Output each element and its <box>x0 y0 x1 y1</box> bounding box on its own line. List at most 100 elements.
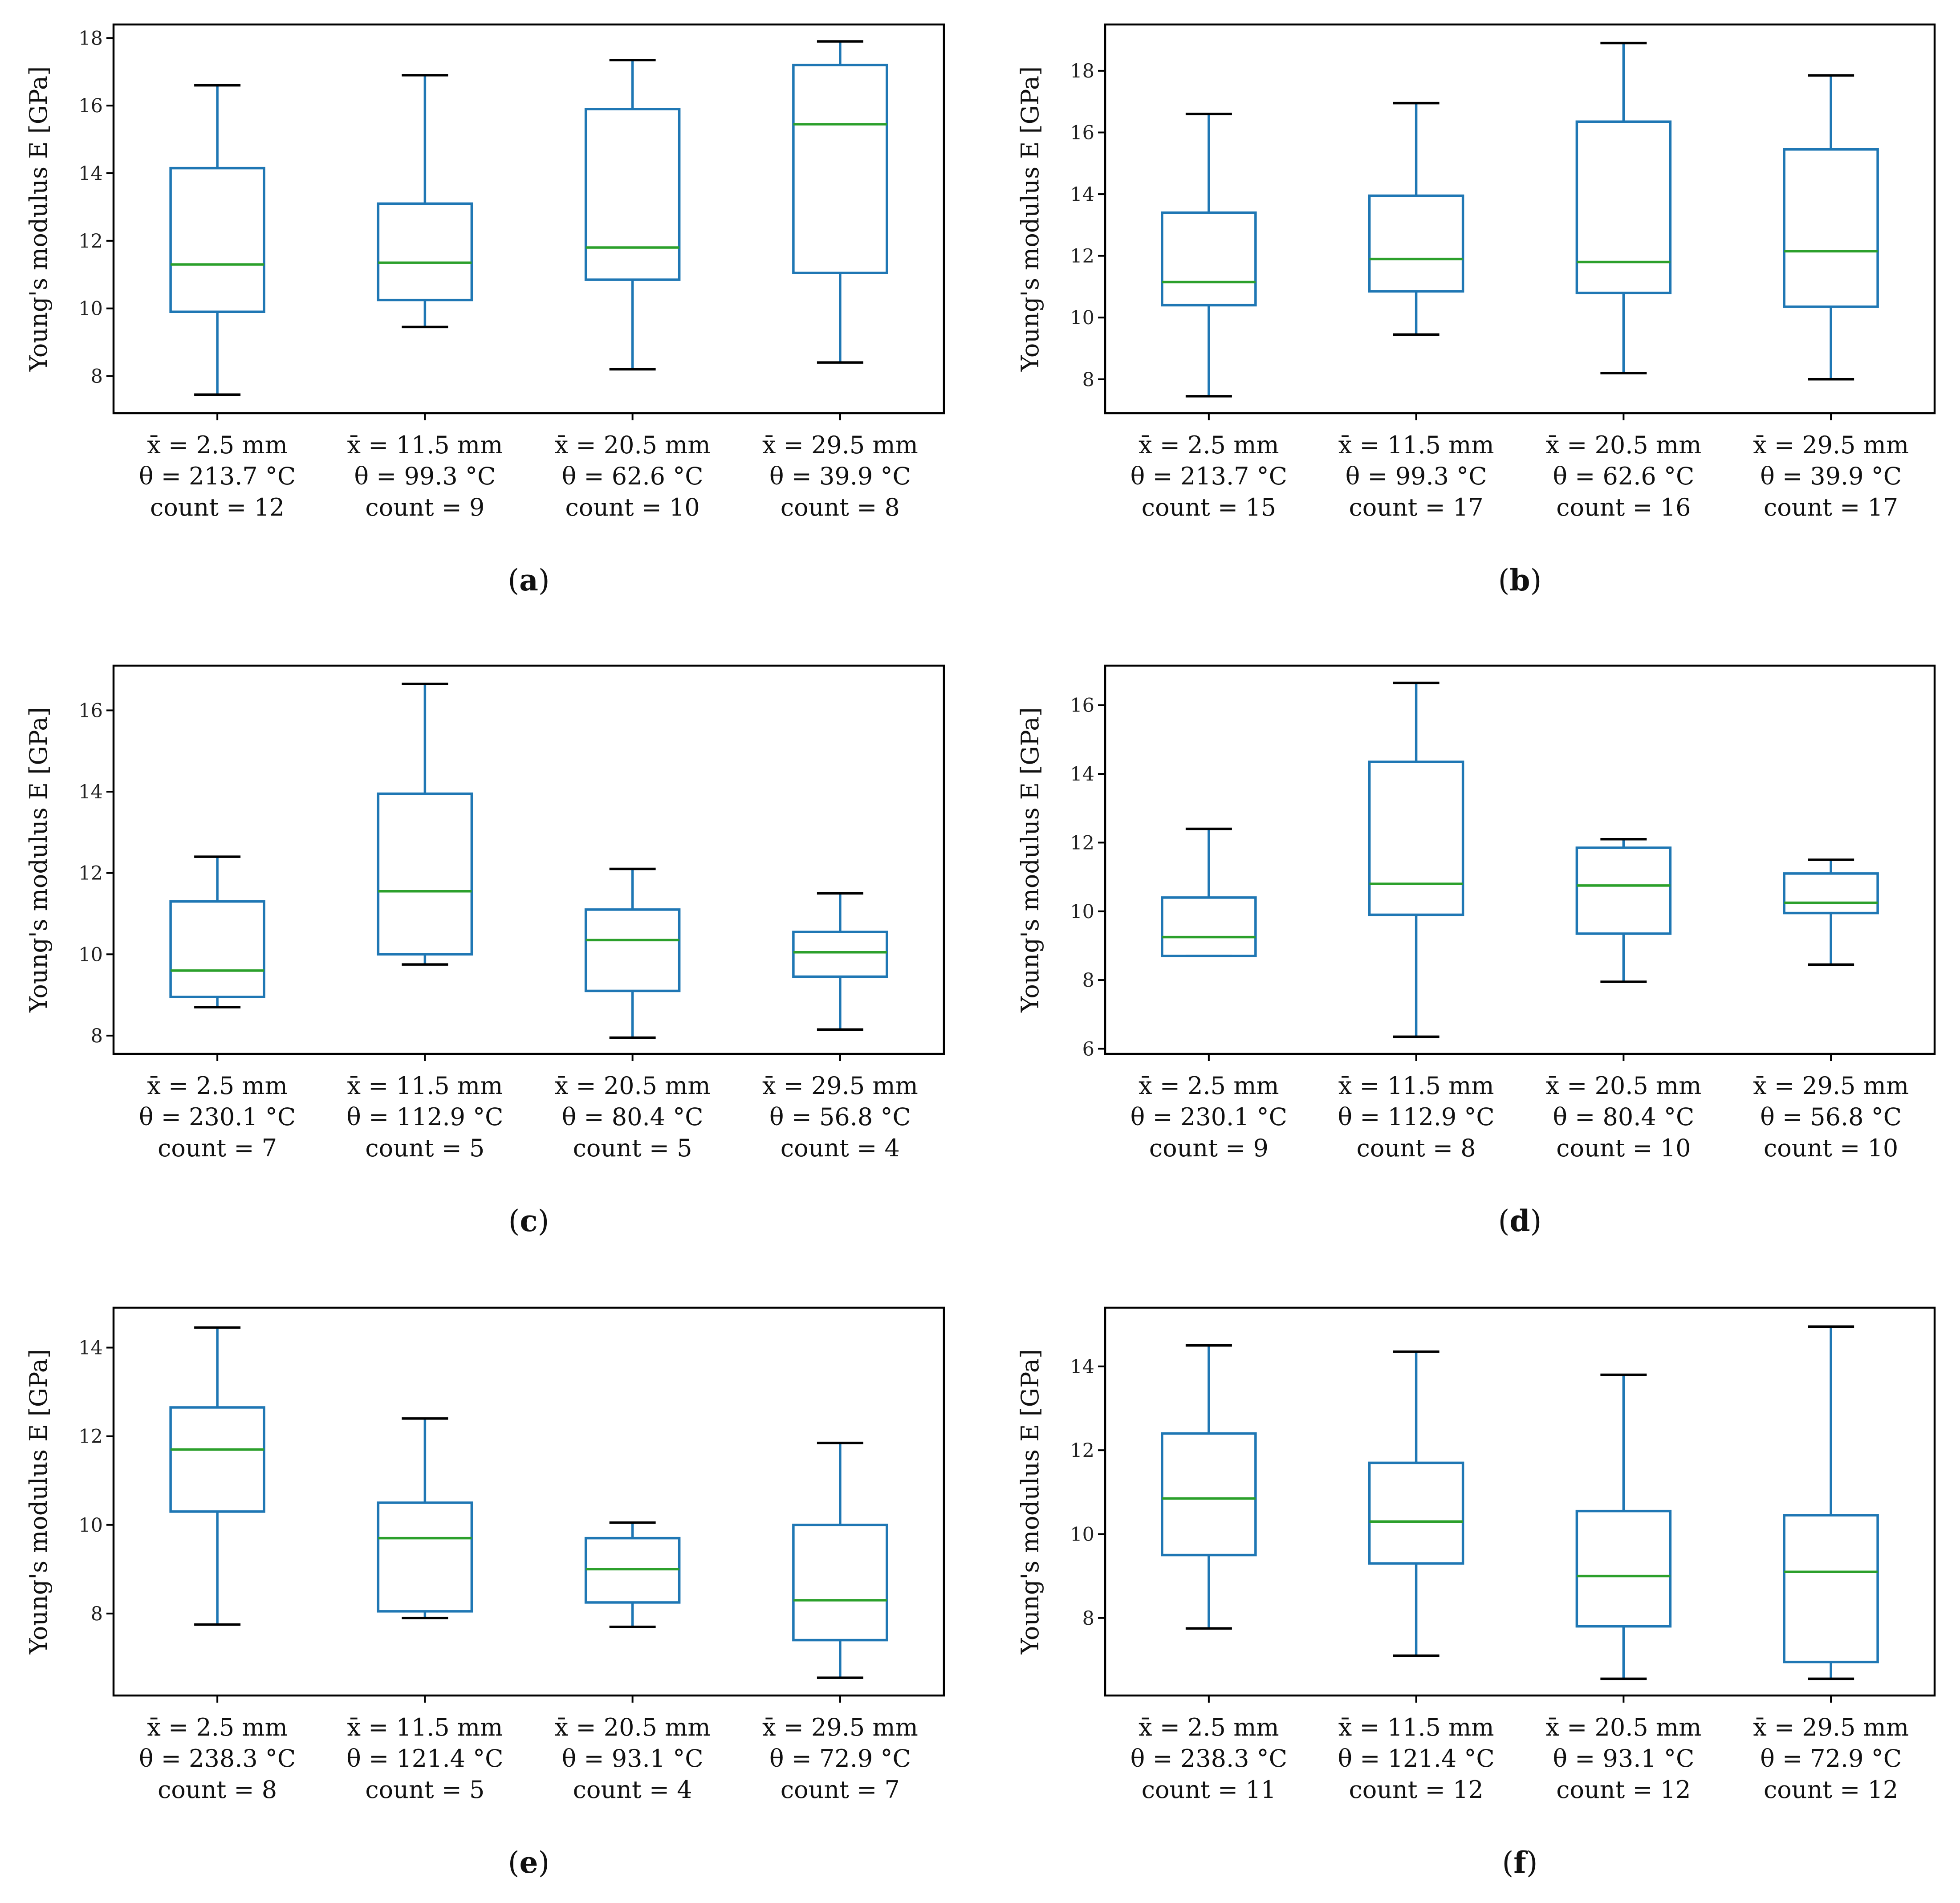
category-label-count: count = 11 <box>1142 1776 1276 1804</box>
box-3 <box>1783 74 1879 381</box>
iqr-box <box>1368 1461 1464 1565</box>
iqr-box <box>1783 1514 1879 1663</box>
iqr-box <box>169 167 265 313</box>
y-axis-label: Young's modulus E [GPa] <box>1016 707 1044 1012</box>
category-label-theta: θ = 39.9 °C <box>769 462 911 490</box>
box-2 <box>1575 838 1672 983</box>
y-tick-label: 12 <box>1070 832 1094 854</box>
box-1 <box>1368 1350 1464 1657</box>
panel-c: 8 10 12 14 16 Young's modulus E [GPa] x̄ = 2.5… <box>24 664 945 1238</box>
box-3 <box>792 892 888 1031</box>
y-tick-label: 14 <box>78 1337 103 1359</box>
y-tick-label: 14 <box>78 163 103 185</box>
box-2 <box>1575 1373 1672 1680</box>
y-tick-label: 16 <box>1070 122 1094 144</box>
y-axis-label: Young's modulus E [GPa] <box>1016 66 1044 372</box>
category-label-count: count = 9 <box>1149 1134 1269 1162</box>
box-0 <box>1161 1344 1257 1630</box>
plot-frame <box>1104 1306 1936 1697</box>
category-label-x: x̄ = 29.5 mm <box>762 1072 918 1100</box>
box-1 <box>1368 681 1464 1038</box>
category-label-x: x̄ = 20.5 mm <box>1545 1072 1701 1100</box>
category-label-count: count = 4 <box>573 1776 692 1804</box>
category-label-x: x̄ = 2.5 mm <box>147 431 287 459</box>
iqr-box <box>1575 846 1672 935</box>
y-axis-label: Young's modulus E [GPa] <box>24 66 53 372</box>
y-axis-label: Young's modulus E [GPa] <box>24 1349 53 1655</box>
y-tick-label: 8 <box>91 1603 103 1625</box>
category-label-theta: θ = 121.4 °C <box>346 1744 503 1773</box>
iqr-box <box>584 108 681 281</box>
category-label-count: count = 4 <box>781 1134 900 1162</box>
category-label-count: count = 7 <box>781 1776 900 1804</box>
panel-caption: (b) <box>1498 563 1542 598</box>
category-label-theta: θ = 112.9 °C <box>1338 1103 1495 1131</box>
category-label-count: count = 17 <box>1349 493 1483 521</box>
box-1 <box>377 683 473 966</box>
iqr-box <box>377 1501 473 1613</box>
y-tick-label: 8 <box>91 365 103 387</box>
box-2 <box>584 58 681 371</box>
category-label-theta: θ = 99.3 °C <box>354 462 496 490</box>
category-label-theta: θ = 213.7 °C <box>139 462 296 490</box>
y-tick-label: 14 <box>1070 1356 1094 1378</box>
category-label-x: x̄ = 11.5 mm <box>1338 1072 1494 1100</box>
iqr-box <box>584 908 681 992</box>
category-label-theta: θ = 121.4 °C <box>1338 1744 1495 1773</box>
y-tick-label: 14 <box>1070 763 1094 785</box>
category-label-count: count = 12 <box>1556 1776 1691 1804</box>
y-axis-label: Young's modulus E [GPa] <box>24 707 53 1012</box>
category-label-count: count = 9 <box>365 493 484 521</box>
category-label-x: x̄ = 20.5 mm <box>1545 431 1701 459</box>
category-label-x: x̄ = 2.5 mm <box>1139 1713 1279 1741</box>
y-tick-label: 16 <box>1070 695 1094 717</box>
box-1 <box>377 1417 473 1619</box>
y-tick-label: 10 <box>78 298 103 320</box>
panel-caption-letter: b <box>1509 563 1530 598</box>
y-tick-label: 14 <box>78 781 103 803</box>
category-label-count: count = 10 <box>1764 1134 1898 1162</box>
category-label-count: count = 16 <box>1556 493 1691 521</box>
category-label-count: count = 12 <box>1349 1776 1483 1804</box>
iqr-box <box>377 202 473 301</box>
panel-caption-letter: e <box>520 1845 538 1880</box>
category-label-count: count = 17 <box>1764 493 1898 521</box>
category-label-theta: θ = 56.8 °C <box>769 1103 911 1131</box>
box-0 <box>169 84 265 396</box>
plot-frame <box>112 1306 945 1697</box>
category-label-theta: θ = 213.7 °C <box>1130 462 1287 490</box>
category-label-theta: θ = 72.9 °C <box>1760 1744 1902 1773</box>
category-label-count: count = 5 <box>365 1134 484 1162</box>
category-label-theta: θ = 93.1 °C <box>562 1744 703 1773</box>
category-label-theta: θ = 56.8 °C <box>1760 1103 1902 1131</box>
iqr-box <box>1368 760 1464 916</box>
box-2 <box>1575 41 1672 374</box>
panel-e: 8 10 12 14 Young's modulus E [GPa] x̄ = 2.5 m… <box>24 1306 945 1880</box>
y-tick-label: 12 <box>78 862 103 885</box>
y-tick-label: 12 <box>78 1426 103 1448</box>
y-axis-label: Young's modulus E [GPa] <box>1016 1349 1044 1655</box>
y-tick-label: 18 <box>1070 60 1094 82</box>
category-label-theta: θ = 62.6 °C <box>562 462 703 490</box>
category-label-x: x̄ = 20.5 mm <box>555 1072 711 1100</box>
category-label-x: x̄ = 2.5 mm <box>147 1072 287 1100</box>
iqr-box <box>1368 194 1464 293</box>
box-3 <box>792 1441 888 1679</box>
y-tick-label: 12 <box>1070 1439 1094 1462</box>
category-label-count: count = 7 <box>158 1134 277 1162</box>
y-tick-label: 10 <box>78 943 103 966</box>
category-label-count: count = 10 <box>565 493 699 521</box>
category-label-x: x̄ = 29.5 mm <box>1753 1072 1909 1100</box>
category-label-x: x̄ = 29.5 mm <box>762 1713 918 1741</box>
category-label-x: x̄ = 20.5 mm <box>1545 1713 1701 1741</box>
iqr-box <box>1161 211 1257 307</box>
panel-caption-letter: a <box>519 563 538 598</box>
y-tick-label: 12 <box>78 230 103 252</box>
plot-frame <box>1104 23 1936 415</box>
panel-a: 8 10 12 14 16 18 Young's modulus E [GPa] x̄ = 2… <box>24 23 945 598</box>
category-label-count: count = 15 <box>1142 493 1276 521</box>
y-tick-label: 8 <box>1082 369 1094 391</box>
y-tick-label: 14 <box>1070 183 1094 206</box>
category-label-x: x̄ = 11.5 mm <box>347 1713 503 1741</box>
